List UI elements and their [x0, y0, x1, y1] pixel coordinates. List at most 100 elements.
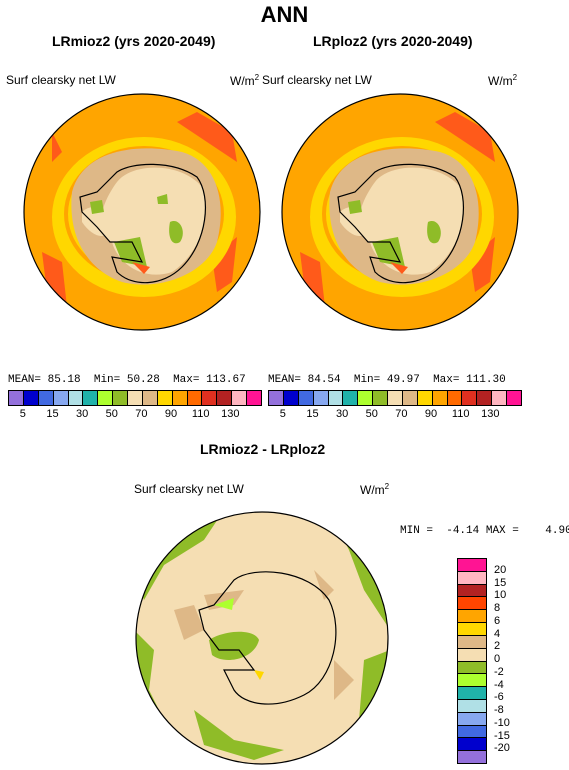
panel-2-polar-map — [281, 93, 519, 331]
diff-colorbar-ticks: 20 15 10 8 6 4 2 0 -2 -4 -6 -8 -10 -15 -20 — [494, 558, 554, 762]
colorbar-swatch — [458, 596, 486, 610]
colorbar-swatch — [458, 622, 486, 635]
colorbar-swatch — [458, 673, 486, 687]
colorbar-swatch — [416, 391, 432, 405]
colorbar-swatch — [52, 391, 68, 405]
colorbar-swatch — [246, 391, 261, 405]
colorbar-swatch — [216, 391, 232, 405]
colorbar-tick-label: -4 — [494, 678, 504, 691]
colorbar-swatch — [327, 391, 343, 405]
panel-1-polar-map — [23, 93, 261, 331]
colorbar-swatch — [458, 570, 486, 584]
colorbar-tick-label: 110 — [191, 408, 210, 420]
colorbar-tick-label: -15 — [494, 729, 510, 742]
colorbar-tick-label: 2 — [494, 640, 501, 653]
colorbar-swatch — [491, 391, 506, 405]
colorbar-swatch — [458, 559, 486, 571]
colorbar-swatch — [431, 391, 447, 405]
panel-1-stats: MEAN= 85.18 Min= 50.28 Max= 113.67 — [8, 374, 246, 386]
colorbar-swatch — [458, 660, 486, 674]
diff-title: LRmioz2 - LRploz2 — [200, 441, 326, 457]
diff-polar-map — [135, 511, 389, 765]
colorbar-tick-label: 130 — [481, 408, 500, 420]
colorbar-tick-label: 90 — [424, 408, 438, 420]
colorbar-tick-label: 15 — [46, 408, 59, 420]
panel-2-colorbar — [268, 390, 522, 406]
colorbar-tick-label: 4 — [494, 627, 501, 640]
colorbar-tick-label: 70 — [395, 408, 408, 420]
colorbar-tick-label: 10 — [494, 589, 507, 602]
colorbar-swatch — [401, 391, 417, 405]
colorbar-tick-label: 15 — [306, 408, 319, 420]
colorbar-swatch — [372, 391, 387, 405]
panel-2-stats: MEAN= 84.54 Min= 49.97 Max= 111.30 — [268, 374, 506, 386]
colorbar-swatch — [476, 391, 492, 405]
colorbar-swatch — [458, 583, 486, 597]
colorbar-tick-label: 50 — [105, 408, 118, 420]
diff-stats: MIN = -4.14 MAX = 4.90 — [400, 525, 569, 537]
colorbar-swatch — [458, 724, 486, 738]
colorbar-swatch — [297, 391, 313, 405]
colorbar-swatch — [186, 391, 202, 405]
colorbar-swatch — [82, 391, 98, 405]
colorbar-tick-label: 110 — [451, 408, 470, 420]
colorbar-tick-label: 30 — [75, 408, 89, 420]
colorbar-swatch — [112, 391, 127, 405]
colorbar-tick-label: -8 — [494, 704, 504, 716]
colorbar-swatch — [97, 391, 113, 405]
colorbar-swatch — [9, 391, 23, 405]
colorbar-tick-label: 8 — [494, 602, 501, 614]
colorbar-swatch — [458, 698, 486, 712]
colorbar-swatch — [357, 391, 373, 405]
colorbar-tick-label: 0 — [494, 653, 501, 665]
figure-title: ANN — [260, 2, 309, 27]
colorbar-swatch — [458, 647, 486, 661]
colorbar-swatch — [201, 391, 217, 405]
colorbar-swatch — [127, 391, 142, 405]
colorbar-swatch — [458, 737, 486, 751]
colorbar-swatch — [458, 634, 486, 648]
panel-2-colorbar-ticks: 5 15 30 50 70 90 110 130 — [268, 407, 520, 421]
panel-2-units: W/m2 — [488, 73, 518, 88]
colorbar-swatch — [67, 391, 83, 405]
colorbar-swatch — [37, 391, 53, 405]
colorbar-swatch — [458, 686, 486, 699]
colorbar-tick-label: -20 — [494, 742, 510, 755]
colorbar-swatch — [269, 391, 283, 405]
panel-2-variable: Surf clearsky net LW — [262, 73, 372, 87]
colorbar-swatch — [312, 391, 328, 405]
panel-1-variable: Surf clearsky net LW — [6, 73, 116, 87]
colorbar-tick-label: 15 — [494, 576, 507, 589]
colorbar-swatch — [506, 391, 521, 405]
diff-variable: Surf clearsky net LW — [134, 482, 244, 496]
panel-1-title: LRmioz2 (yrs 2020-2049) — [52, 33, 216, 49]
colorbar-swatch — [458, 711, 486, 725]
colorbar-swatch — [446, 391, 462, 405]
panel-1-colorbar-ticks: 5 15 30 50 70 90 110 130 — [8, 407, 260, 421]
diff-units: W/m2 — [360, 482, 390, 497]
colorbar-tick-label: 6 — [494, 614, 501, 627]
colorbar-swatch — [282, 391, 298, 405]
colorbar-tick-label: 20 — [494, 563, 507, 576]
panel-2-title: LRploz2 (yrs 2020-2049) — [313, 33, 473, 49]
colorbar-tick-label: 130 — [221, 408, 240, 420]
colorbar-swatch — [458, 609, 486, 623]
colorbar-tick-label: 5 — [19, 408, 26, 420]
colorbar-tick-label: 5 — [279, 408, 286, 420]
colorbar-swatch — [156, 391, 172, 405]
colorbar-tick-label: 50 — [365, 408, 378, 420]
colorbar-tick-label: -10 — [494, 716, 510, 729]
colorbar-tick-label: 70 — [135, 408, 148, 420]
panel-1-units: W/m2 — [230, 73, 260, 88]
colorbar-tick-label: 30 — [335, 408, 349, 420]
colorbar-tick-label: -6 — [494, 691, 504, 704]
colorbar-tick-label: 90 — [164, 408, 178, 420]
colorbar-swatch — [22, 391, 38, 405]
colorbar-swatch — [458, 750, 486, 763]
colorbar-swatch — [141, 391, 157, 405]
colorbar-swatch — [231, 391, 246, 405]
colorbar-swatch — [171, 391, 187, 405]
colorbar-swatch — [461, 391, 477, 405]
colorbar-swatch — [342, 391, 358, 405]
colorbar-tick-label: -2 — [494, 665, 504, 678]
